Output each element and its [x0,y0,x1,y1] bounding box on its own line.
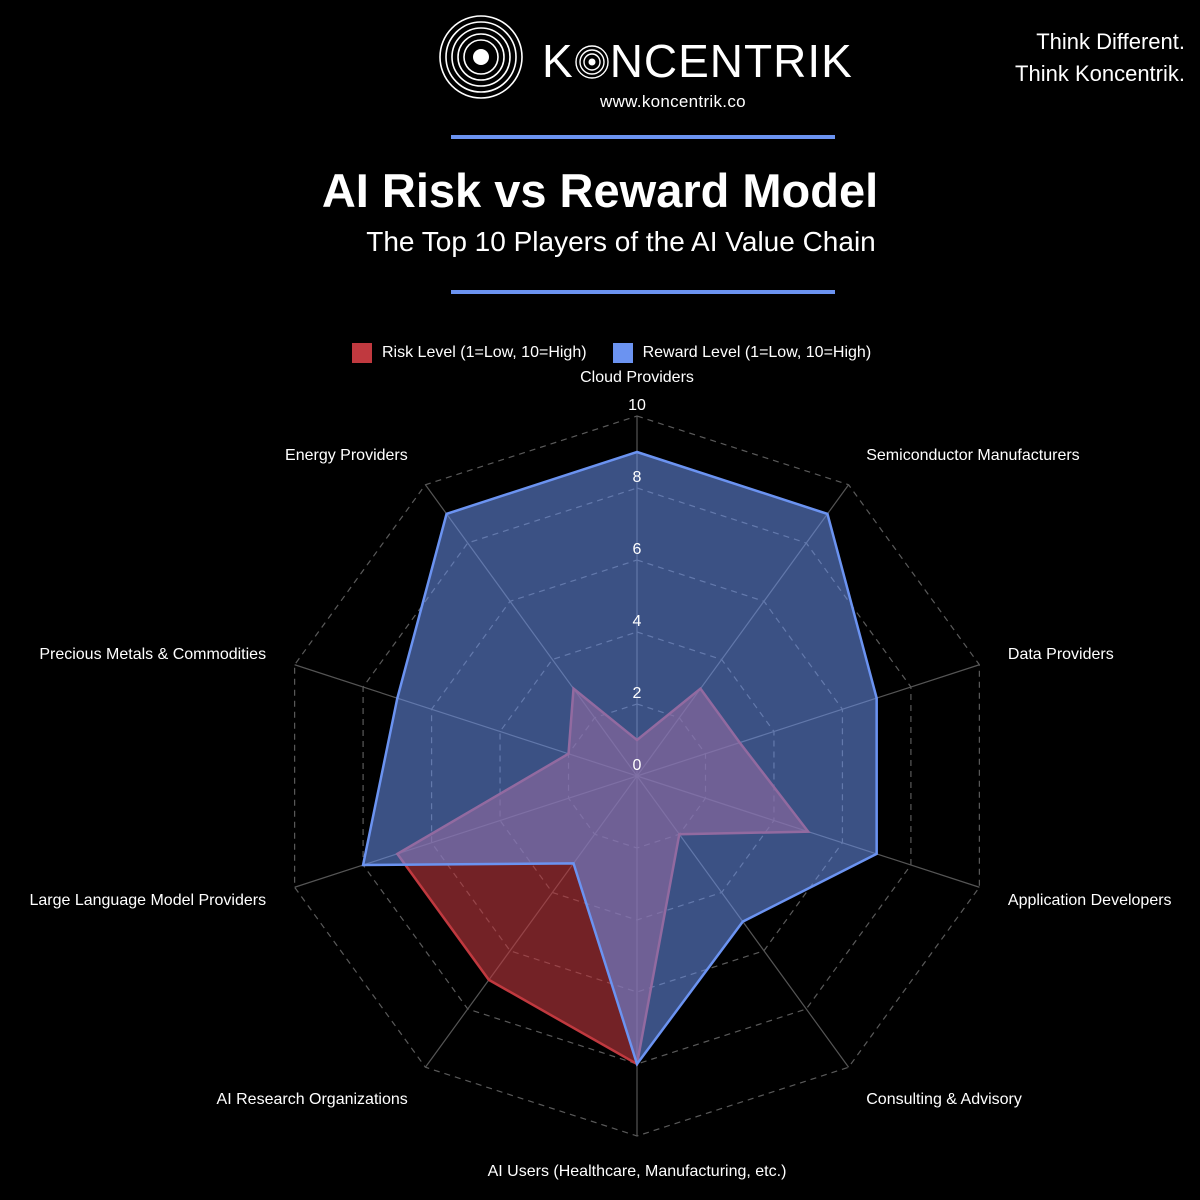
chart-subtitle: The Top 10 Players of the AI Value Chain [366,226,876,257]
category-label-8: Precious Metals & Commodities [39,646,266,663]
category-label-9: Energy Providers [285,447,408,464]
tick-label-6: 6 [633,541,642,558]
tagline-line-2: Think Koncentrik. [1015,61,1185,86]
chart-title: AI Risk vs Reward Model [321,164,879,217]
brand-logo-block: K NCENTRIK www.koncentrik.co [438,14,858,124]
website-url: www.koncentrik.co [600,92,746,111]
legend-swatch-risk [352,343,372,363]
category-label-0: Cloud Providers [580,369,694,386]
tagline: Think Different. Think Koncentrik. [1015,26,1185,90]
brand-name-prefix: K [542,35,574,87]
category-label-6: AI Research Organizations [217,1091,408,1108]
category-label-3: Application Developers [1008,892,1172,909]
tick-label-2: 2 [633,685,642,702]
category-label-1: Semiconductor Manufacturers [866,447,1079,464]
category-label-7: Large Language Model Providers [29,892,266,909]
tick-label-10: 10 [628,397,646,414]
series-area-reward [361,450,878,1067]
tick-label-0: 0 [633,757,642,774]
category-label-5: AI Users (Healthcare, Manufacturing, etc… [488,1163,787,1180]
radar-series [361,450,878,1067]
brand-name: K NCENTRIK [542,34,853,88]
brand-name-suffix: NCENTRIK [609,35,853,87]
legend-label-reward: Reward Level (1=Low, 10=High) [642,344,872,361]
header-rule-top [451,135,835,139]
radar-tick-labels: 0 2 4 6 8 10 [628,397,646,774]
tagline-line-1: Think Different. [1036,29,1185,54]
radar-category-labels: Cloud Providers Semiconductor Manufacture… [29,369,1171,1180]
brand-o-ring-icon [574,45,609,79]
tick-label-4: 4 [633,613,642,630]
concentric-circles-logo-icon [439,15,523,99]
chart-legend: Risk Level (1=Low, 10=High) Reward Level… [352,342,897,364]
category-label-2: Data Providers [1008,646,1114,663]
legend-item-reward[interactable]: Reward Level (1=Low, 10=High) [612,343,872,363]
legend-item-risk[interactable]: Risk Level (1=Low, 10=High) [352,343,587,363]
legend-swatch-reward [612,343,633,363]
header-rule-bottom [451,290,835,294]
legend-label-risk: Risk Level (1=Low, 10=High) [382,344,587,361]
tick-label-8: 8 [633,469,642,486]
category-label-4: Consulting & Advisory [866,1091,1022,1108]
